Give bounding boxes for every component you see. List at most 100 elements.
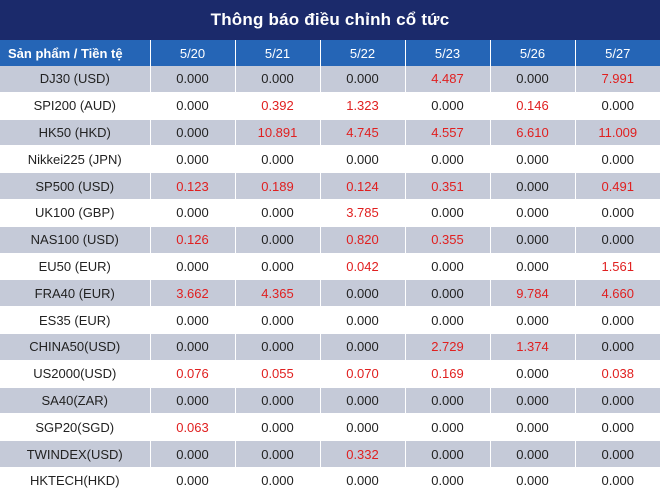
value-cell: 0.000 (235, 306, 321, 334)
value-cell: 0.000 (150, 199, 236, 227)
value-cell: 0.169 (405, 360, 491, 388)
value-cell: 0.000 (575, 467, 660, 495)
product-cell: SP500 (USD) (0, 172, 151, 200)
value-cell: 0.000 (150, 387, 236, 415)
product-cell: HKTECH(HKD) (0, 467, 151, 495)
value-cell: 0.000 (405, 199, 491, 227)
value-cell: 0.146 (490, 92, 576, 120)
product-cell: SPI200 (AUD) (0, 92, 151, 120)
value-cell: 0.000 (575, 199, 660, 227)
value-cell: 0.038 (575, 360, 660, 388)
table-row: FRA40 (EUR) 3.662 4.365 0.000 0.000 9.784 4.66… (0, 279, 660, 308)
value-cell: 0.000 (235, 467, 321, 495)
value-cell: 0.000 (405, 253, 491, 281)
value-cell: 4.365 (235, 279, 321, 308)
value-cell: 0.000 (150, 467, 236, 495)
value-cell: 0.392 (235, 92, 321, 120)
product-cell: EU50 (EUR) (0, 253, 151, 281)
value-cell: 0.000 (490, 145, 576, 174)
value-cell: 0.000 (235, 413, 321, 442)
value-cell: 0.000 (490, 172, 576, 200)
table-row: SP500 (USD) 0.123 0.189 0.124 0.351 0.000 0.49… (0, 172, 660, 200)
value-cell: 0.000 (490, 66, 576, 93)
value-cell: 0.070 (320, 360, 406, 388)
value-cell: 0.000 (320, 413, 406, 442)
value-cell: 0.000 (405, 467, 491, 495)
value-cell: 0.000 (405, 440, 491, 468)
value-cell: 0.000 (235, 66, 321, 93)
value-cell: 0.000 (490, 387, 576, 415)
value-cell: 0.000 (320, 66, 406, 93)
header-date: 5/22 (320, 40, 406, 66)
value-cell: 0.000 (150, 66, 236, 93)
value-cell: 0.076 (150, 360, 236, 388)
value-cell: 4.660 (575, 279, 660, 308)
table-row: DJ30 (USD) 0.000 0.000 0.000 4.487 0.000 7.991 (0, 66, 660, 93)
value-cell: 0.124 (320, 172, 406, 200)
value-cell: 6.610 (490, 119, 576, 147)
value-cell: 0.000 (575, 387, 660, 415)
value-cell: 0.000 (320, 333, 406, 361)
value-cell: 0.000 (490, 413, 576, 442)
table-row: TWINDEX(USD) 0.000 0.000 0.332 0.000 0.000 0.0… (0, 440, 660, 468)
value-cell: 0.000 (320, 279, 406, 308)
value-cell: 4.557 (405, 119, 491, 147)
product-cell: DJ30 (USD) (0, 66, 151, 93)
value-cell: 10.891 (235, 119, 321, 147)
value-cell: 0.000 (235, 199, 321, 227)
header-date: 5/21 (235, 40, 321, 66)
table-row: HK50 (HKD) 0.000 10.891 4.745 4.557 6.610 11.0… (0, 119, 660, 147)
table-title: Thông báo điều chỉnh cổ tức (0, 0, 660, 40)
value-cell: 0.000 (235, 387, 321, 415)
product-cell: ES35 (EUR) (0, 306, 151, 334)
product-cell: SGP20(SGD) (0, 413, 151, 442)
value-cell: 0.000 (235, 333, 321, 361)
value-cell: 0.000 (405, 413, 491, 442)
value-cell: 0.123 (150, 172, 236, 200)
value-cell: 0.000 (575, 145, 660, 174)
value-cell: 0.332 (320, 440, 406, 468)
value-cell: 3.785 (320, 199, 406, 227)
value-cell: 0.000 (320, 467, 406, 495)
header-product: Sản phẩm / Tiền tệ (0, 40, 151, 66)
product-cell: CHINA50(USD) (0, 333, 151, 361)
value-cell: 0.000 (150, 119, 236, 147)
product-cell: FRA40 (EUR) (0, 279, 151, 308)
value-cell: 0.000 (575, 333, 660, 361)
product-cell: SA40(ZAR) (0, 387, 151, 415)
value-cell: 0.000 (405, 279, 491, 308)
value-cell: 1.561 (575, 253, 660, 281)
value-cell: 0.000 (150, 145, 236, 174)
value-cell: 0.000 (320, 387, 406, 415)
product-cell: HK50 (HKD) (0, 119, 151, 147)
table-row: US2000(USD) 0.076 0.055 0.070 0.169 0.000 0.03… (0, 360, 660, 388)
table-row: Nikkei225 (JPN) 0.000 0.000 0.000 0.000 0.000… (0, 145, 660, 174)
table-row: ES35 (EUR) 0.000 0.000 0.000 0.000 0.000 0.000 (0, 306, 660, 334)
value-cell: 0.000 (405, 145, 491, 174)
value-cell: 4.745 (320, 119, 406, 147)
dividend-table: Sản phẩm / Tiền tệ 5/20 5/21 5/22 5/23 5… (0, 40, 660, 495)
value-cell: 0.000 (405, 306, 491, 334)
value-cell: 0.000 (575, 92, 660, 120)
value-cell: 0.000 (575, 413, 660, 442)
value-cell: 0.000 (150, 333, 236, 361)
value-cell: 0.000 (405, 387, 491, 415)
value-cell: 0.000 (575, 440, 660, 468)
header-date: 5/20 (150, 40, 236, 66)
value-cell: 0.355 (405, 226, 491, 254)
value-cell: 0.000 (490, 306, 576, 334)
value-cell: 7.991 (575, 66, 660, 93)
table-row: UK100 (GBP) 0.000 0.000 3.785 0.000 0.000 0.00… (0, 199, 660, 227)
table-row: SGP20(SGD) 0.063 0.000 0.000 0.000 0.000 0.000 (0, 413, 660, 442)
table-row: CHINA50(USD) 0.000 0.000 0.000 2.729 1.374 0.0… (0, 333, 660, 361)
product-cell: UK100 (GBP) (0, 199, 151, 227)
value-cell: 0.000 (490, 199, 576, 227)
value-cell: 2.729 (405, 333, 491, 361)
value-cell: 11.009 (575, 119, 660, 147)
value-cell: 4.487 (405, 66, 491, 93)
value-cell: 0.055 (235, 360, 321, 388)
value-cell: 1.323 (320, 92, 406, 120)
value-cell: 0.000 (575, 226, 660, 254)
value-cell: 0.000 (235, 145, 321, 174)
